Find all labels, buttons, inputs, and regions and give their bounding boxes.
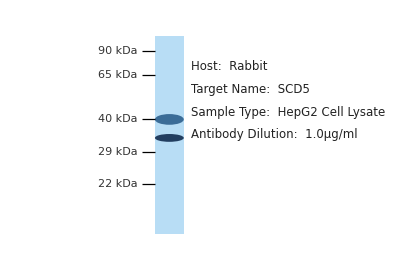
Ellipse shape [155,114,184,125]
Text: 65 kDa: 65 kDa [98,70,138,80]
Text: 40 kDa: 40 kDa [98,115,138,124]
Text: 29 kDa: 29 kDa [98,147,138,157]
Text: 22 kDa: 22 kDa [98,179,138,189]
Text: Target Name:  SCD5: Target Name: SCD5 [191,83,310,96]
Bar [155,36,184,234]
Ellipse shape [155,134,184,142]
Text: Sample Type:  HepG2 Cell Lysate: Sample Type: HepG2 Cell Lysate [191,106,385,119]
Text: Antibody Dilution:  1.0µg/ml: Antibody Dilution: 1.0µg/ml [191,128,358,141]
Text: Host:  Rabbit: Host: Rabbit [191,61,268,73]
Text: 90 kDa: 90 kDa [98,46,138,56]
